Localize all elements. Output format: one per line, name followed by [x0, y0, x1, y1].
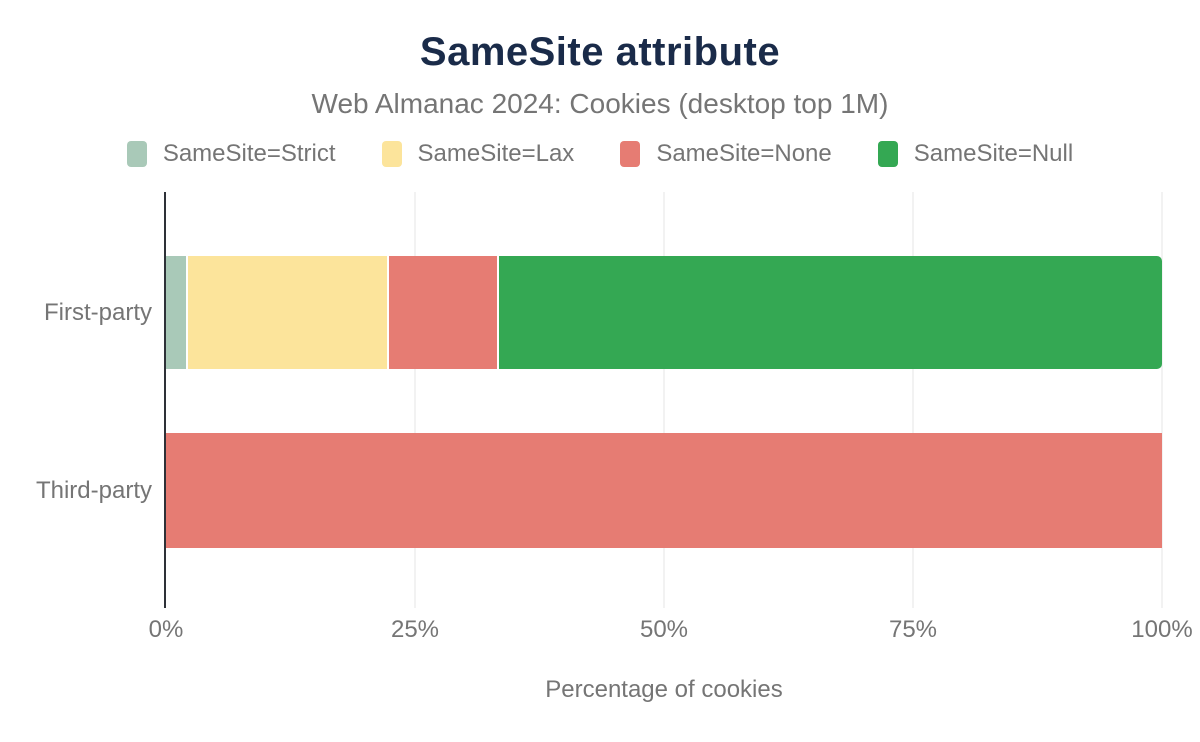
x-tick-label: 100% — [1131, 616, 1193, 643]
legend-item: SameSite=None — [620, 140, 832, 168]
swatch-lax-icon — [381, 141, 402, 167]
bar-segment-samesite-null[interactable] — [496, 256, 1162, 369]
bar-segment-samesite-none[interactable] — [387, 256, 497, 369]
legend-item: SameSite=Strict — [126, 140, 336, 168]
bar-row-third-party — [166, 433, 1162, 548]
bar-row-first-party — [166, 256, 1162, 369]
x-tick-label: 50% — [639, 616, 689, 643]
legend-label: SameSite=None — [656, 140, 832, 167]
gridline-25 — [414, 192, 416, 608]
legend-item: SameSite=Null — [877, 140, 1074, 168]
x-tick-label: 0% — [148, 616, 184, 643]
gridline-75 — [912, 192, 914, 608]
y-axis-line — [164, 192, 166, 608]
x-axis-title: Percentage of cookies — [545, 676, 783, 703]
legend-label: SameSite=Null — [913, 140, 1074, 167]
gridline-50 — [663, 192, 665, 608]
legend-label: SameSite=Strict — [162, 140, 336, 167]
swatch-none-icon — [620, 141, 641, 167]
x-tick-label: 25% — [390, 616, 440, 643]
gridline-100 — [1161, 192, 1163, 608]
page-title: SameSite attribute — [419, 30, 781, 74]
legend-label: SameSite=Lax — [417, 140, 575, 167]
bar-segment-samesite-strict[interactable] — [166, 256, 186, 369]
legend-item: SameSite=Lax — [381, 140, 575, 168]
x-tick-label: 75% — [888, 616, 938, 643]
category-label: Third-party — [35, 476, 152, 504]
page-subtitle: Web Almanac 2024: Cookies (desktop top 1… — [311, 88, 889, 119]
swatch-strict-icon — [126, 141, 147, 167]
bar-segment-samesite-lax[interactable] — [185, 256, 388, 369]
legend: SameSite=Strict SameSite=Lax SameSite=None… — [0, 140, 1200, 168]
category-label: First-party — [44, 298, 152, 326]
bar-segment-samesite-none[interactable] — [166, 433, 1162, 548]
plot-area: First-party Third-party 0% 25% 50% 75% 100% — [36, 192, 1193, 643]
swatch-null-icon — [877, 141, 898, 167]
